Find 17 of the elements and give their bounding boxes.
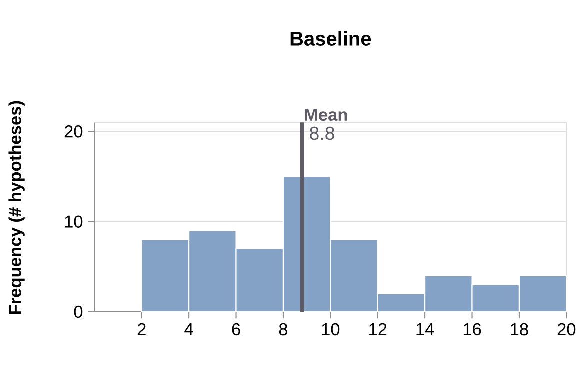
ref-line-label: Mean [305,108,348,122]
y-axis-title: Frequency (# hypotheses) [8,101,25,314]
x-tick-label: 16 [464,323,482,336]
x-tick-label: 20 [558,323,576,336]
x-tick-label: 14 [416,323,434,336]
x-tick-label: 4 [184,323,194,336]
y-tick-label: 10 [65,216,83,228]
y-tick-label: 0 [74,306,83,318]
x-tick-label: 2 [138,323,146,336]
annotation: 8.8 [310,126,334,140]
x-tick-label: 6 [232,323,240,336]
y-tick-label: 20 [64,126,83,138]
x-tick-label: 10 [322,323,340,336]
x-tick-label: 8 [279,323,288,336]
chart-title: Baseline [290,31,372,46]
x-tick-label: 12 [370,323,387,336]
x-tick-label: 18 [511,323,528,336]
